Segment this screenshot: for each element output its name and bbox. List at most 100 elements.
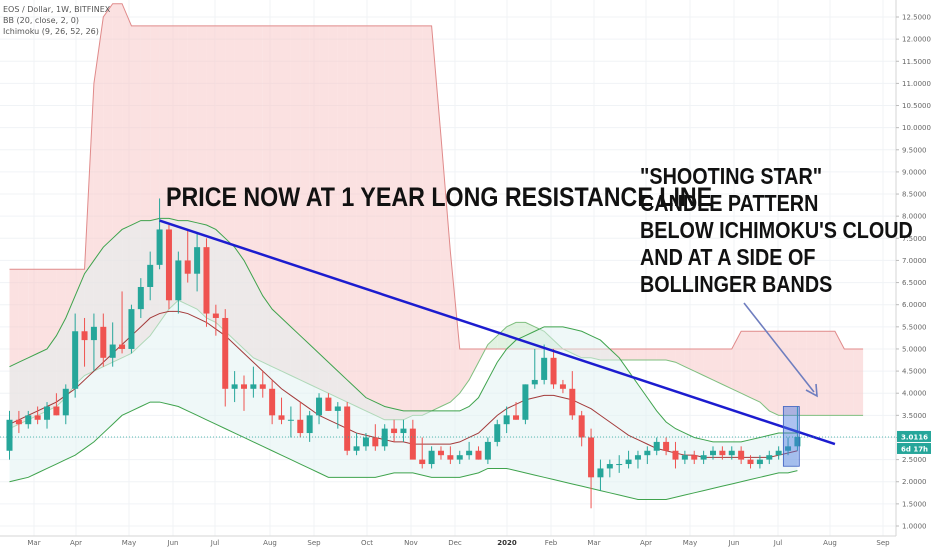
cloud-segment <box>769 331 779 416</box>
candle-body <box>484 441 491 460</box>
cloud-segment <box>759 331 770 411</box>
cloud-segment <box>309 25 320 389</box>
candle-body <box>597 468 604 478</box>
cloud-segment <box>394 25 404 420</box>
price-axis[interactable]: 12.5000 12.0000 11.5000 11.0000 10.5000 10.00… <box>895 0 932 550</box>
cloud-segment <box>440 136 451 407</box>
candle-body <box>34 415 41 420</box>
candle <box>541 344 548 385</box>
candle-body <box>644 450 651 456</box>
cloud-segment <box>731 331 742 394</box>
candle-body <box>250 384 257 389</box>
candle <box>353 433 360 456</box>
candle <box>391 419 398 442</box>
price-tick-label: 8.0000 <box>902 213 927 221</box>
bb-lower <box>9 401 798 500</box>
time-tick-label: Jun <box>167 539 179 547</box>
time-tick-label: Nov <box>404 539 418 547</box>
candle <box>447 446 454 465</box>
candle-body <box>747 459 754 465</box>
candle-body <box>259 384 266 389</box>
cloud-segment <box>637 348 648 361</box>
candle-body <box>616 464 623 466</box>
candle <box>728 446 735 460</box>
symbol-title[interactable]: EOS / Dollar, 1W, BITFINEX <box>3 5 111 14</box>
candle <box>484 437 491 465</box>
candle-body <box>475 450 482 460</box>
resistance-annotation[interactable]: PRICE NOW AT 1 YEAR LONG RESISTANCE LINE <box>166 182 713 212</box>
candle <box>550 348 557 389</box>
candle-body <box>559 384 566 389</box>
price-tick-label: 7.0000 <box>902 257 927 265</box>
shooting-star-annotation[interactable]: "SHOOTING STAR" CANDLE PATTERN BELOW ICH… <box>640 163 913 298</box>
candle <box>119 291 126 354</box>
candle-body <box>756 459 763 465</box>
time-tick-label: Mar <box>587 539 600 547</box>
price-tick-label: 11.5000 <box>902 58 931 66</box>
candle-body <box>278 415 285 420</box>
cloud-segment <box>347 25 357 407</box>
cloud-segment <box>825 331 835 416</box>
time-axis-bg <box>0 536 896 550</box>
senkou-span-b <box>9 3 864 350</box>
candle <box>794 406 801 451</box>
cloud-segment <box>450 251 460 403</box>
ichimoku-indicator-label[interactable]: Ichimoku (9, 26, 52, 26) <box>3 27 99 36</box>
price-tick-label: 6.0000 <box>902 301 927 309</box>
candle <box>53 393 60 416</box>
candle <box>653 437 660 456</box>
candle-body <box>194 247 201 274</box>
candle-body <box>503 415 510 425</box>
candle-body <box>456 455 463 460</box>
candle-body <box>53 406 60 416</box>
time-tick-label: Feb <box>545 539 558 547</box>
candle <box>381 424 388 451</box>
annotation-line: BOLLINGER BANDS <box>640 271 833 297</box>
cloud-segment <box>253 25 263 363</box>
candle <box>156 198 163 270</box>
candle <box>785 437 792 456</box>
candle <box>606 459 613 478</box>
candle <box>663 437 670 456</box>
candle <box>578 410 585 447</box>
price-tick-label: 4.5000 <box>902 368 927 376</box>
candle-body <box>109 344 116 358</box>
cloud-segment <box>319 25 329 394</box>
drawing-overlays[interactable] <box>0 219 896 467</box>
candle <box>747 455 754 469</box>
price-tick-label: 8.5000 <box>902 191 927 199</box>
candles[interactable] <box>6 198 801 509</box>
last-price-tag <box>897 430 931 442</box>
candle <box>231 371 238 403</box>
candle-body <box>634 455 641 460</box>
cloud-segment <box>741 331 751 398</box>
candle <box>456 450 463 465</box>
time-tick-label: Dec <box>448 539 462 547</box>
candle-body <box>334 406 341 411</box>
candle <box>681 450 688 465</box>
cloud-segment <box>412 25 423 416</box>
bb-indicator-label[interactable]: BB (20, close, 2, 0) <box>3 16 79 25</box>
candle-body <box>588 437 595 478</box>
price-tick-label: 4.0000 <box>902 390 927 398</box>
cloud-segment <box>684 348 695 372</box>
candle-body <box>766 455 773 460</box>
candle-body <box>569 388 576 416</box>
cloud-segment <box>750 331 760 403</box>
candle <box>738 446 745 465</box>
annotation-line: BELOW ICHIMOKU'S CLOUD <box>640 217 913 243</box>
time-tick-label: Oct <box>361 539 373 547</box>
time-tick-label: Apr <box>640 539 652 547</box>
cloud-segment <box>797 331 807 416</box>
time-tick-label: 2020 <box>497 539 517 547</box>
candle <box>25 410 32 429</box>
cloud-segment <box>722 348 732 389</box>
candle <box>616 455 623 473</box>
time-axis[interactable]: Mar Apr May Jun Jul Aug Sep Oct Nov Dec 2020 Feb Mar… <box>0 535 896 550</box>
candle-body <box>137 286 144 310</box>
candle <box>588 428 595 509</box>
candle <box>691 450 698 465</box>
candle-body <box>241 384 247 389</box>
annotation-line: AND AT A SIDE OF <box>640 244 816 270</box>
